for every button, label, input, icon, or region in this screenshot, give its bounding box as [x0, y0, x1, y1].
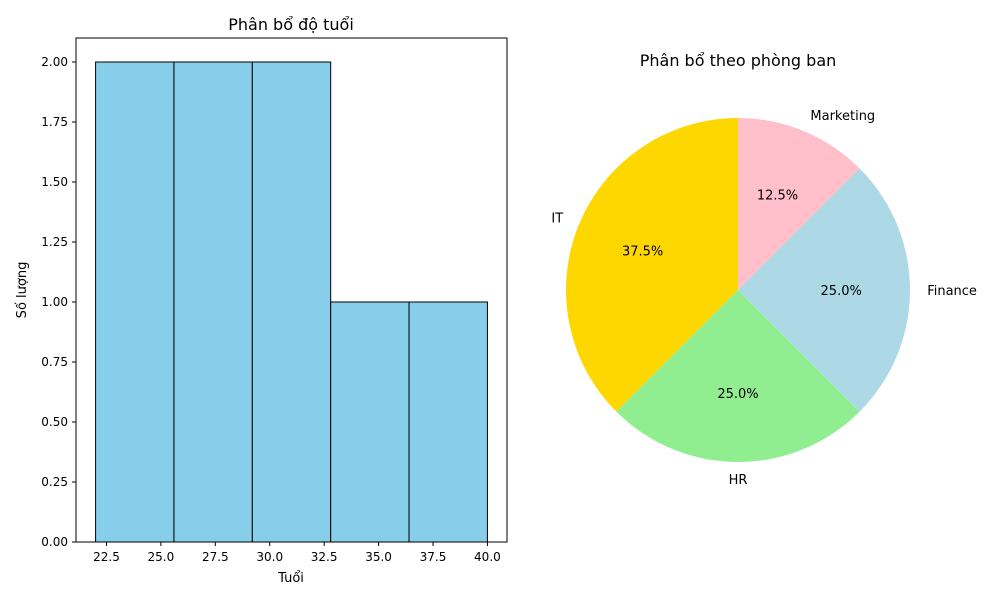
pie-slice-it	[566, 118, 738, 412]
histogram-axes-frame	[75, 37, 508, 543]
histogram-bar-2	[251, 61, 332, 543]
x-tick-label: 27.5	[202, 550, 229, 564]
y-tick-label: 1.75	[41, 115, 68, 129]
y-tick-label: 0.00	[41, 535, 68, 549]
histogram-bar-1	[173, 61, 253, 543]
histogram-bar-0	[95, 61, 175, 543]
pie-category-label: Marketing	[810, 109, 875, 124]
histogram-y-label: Số lượng	[15, 262, 30, 319]
x-tick-label: 22.5	[93, 550, 120, 564]
x-tick-label: 40.0	[474, 550, 501, 564]
pie-slice-finance	[738, 168, 910, 412]
y-tick-label: 1.50	[41, 175, 68, 189]
x-tick-label: 37.5	[420, 550, 447, 564]
x-tick-label: 32.5	[311, 550, 338, 564]
pie-category-label: Finance	[927, 284, 977, 299]
pie-pct-label: 12.5%	[757, 189, 798, 204]
pie-pct-label: 25.0%	[821, 284, 862, 299]
histogram-bar-4	[408, 301, 488, 543]
x-tick-label: 30.0	[256, 550, 283, 564]
y-tick-label: 0.50	[41, 415, 68, 429]
pie-slices	[566, 117, 910, 463]
age-histogram: Phân bổ độ tuổi 22.5 25.0 27.5 30.0 32.5 35.0…	[15, 15, 508, 586]
histogram-title: Phân bổ độ tuổi	[228, 15, 354, 34]
histogram-y-ticks: 0.00 0.25 0.50 0.75 1.00 1.25 1.50 1.75 2.00	[41, 55, 76, 549]
y-tick-label: 2.00	[41, 55, 68, 69]
pie-slice-hr	[616, 290, 860, 463]
pie-pct-label: 25.0%	[717, 387, 758, 402]
y-tick-label: 1.25	[41, 235, 68, 249]
pie-category-label: IT	[551, 212, 563, 227]
y-tick-label: 0.25	[41, 475, 68, 489]
y-tick-label: 1.00	[41, 295, 68, 309]
x-tick-label: 35.0	[365, 550, 392, 564]
pie-title: Phân bổ theo phòng ban	[640, 51, 837, 70]
pie-category-label: HR	[729, 473, 748, 488]
pie-slice-marketing	[738, 117, 860, 290]
y-tick-label: 0.75	[41, 355, 68, 369]
x-tick-label: 25.0	[148, 550, 175, 564]
histogram-x-label: Tuổi	[277, 571, 304, 586]
pie-labels: 37.5% IT 25.0% HR 25.0% Finance 12.5% Marketing	[551, 109, 977, 488]
pie-pct-label: 37.5%	[622, 245, 663, 260]
histogram-x-ticks: 22.5 25.0 27.5 30.0 32.5 35.0 37.5 40.0	[93, 542, 501, 564]
department-pie: Phân bổ theo phòng ban 37.5% IT 25.0% HR 25.…	[551, 51, 977, 488]
histogram-bar-3	[330, 301, 410, 543]
histogram-bars	[95, 61, 488, 543]
